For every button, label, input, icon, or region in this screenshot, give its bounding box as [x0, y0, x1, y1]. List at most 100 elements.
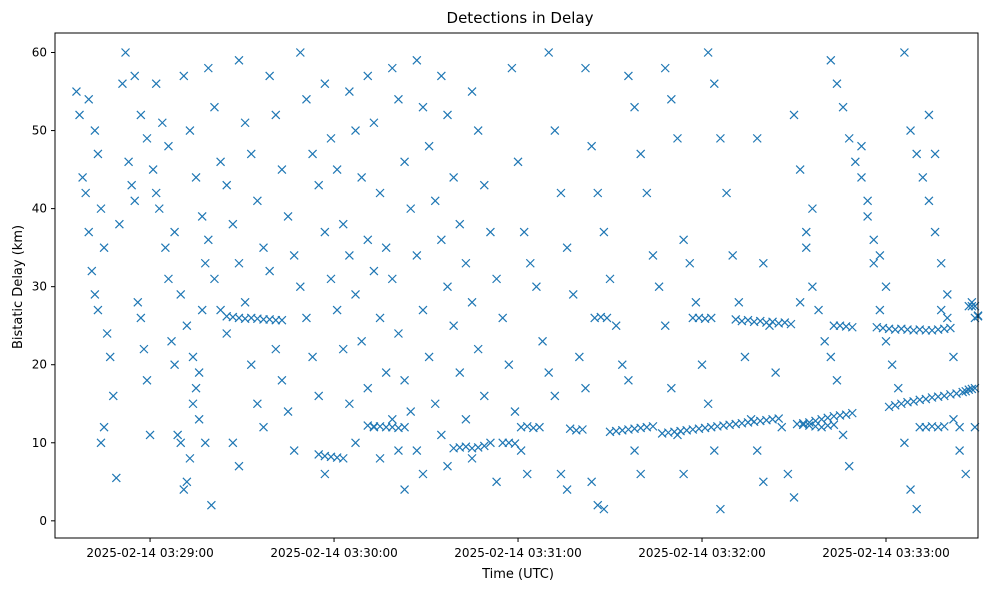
data-point: [277, 315, 287, 325]
data-point: [660, 63, 670, 73]
data-point: [731, 315, 741, 324]
data-point: [955, 422, 965, 432]
data-point: [164, 274, 173, 284]
data-point: [896, 399, 906, 409]
data-point: [200, 258, 210, 268]
data-point: [857, 141, 866, 151]
data-point: [930, 149, 940, 159]
data-point: [786, 319, 796, 329]
data-point: [492, 274, 501, 284]
data-point: [308, 352, 318, 362]
data-point: [961, 469, 971, 479]
data-point: [844, 461, 854, 471]
data-point: [99, 422, 109, 432]
data-point: [176, 438, 186, 448]
data-point: [841, 410, 851, 420]
data-point: [510, 439, 520, 448]
data-point: [369, 118, 379, 128]
data-point: [593, 500, 603, 510]
data-point: [449, 172, 459, 182]
data-point: [320, 227, 330, 237]
y-tick-label: 30: [32, 280, 47, 294]
data-point: [599, 504, 609, 514]
data-point: [823, 413, 833, 423]
data-point: [160, 243, 170, 253]
data-point: [148, 165, 158, 175]
data-point: [801, 243, 811, 253]
x-tick-label: 2025-02-14 03:32:00: [638, 546, 765, 560]
data-point: [228, 438, 238, 448]
data-point: [519, 227, 529, 237]
y-tick-label: 40: [32, 202, 47, 216]
data-point: [338, 344, 348, 354]
data-point: [424, 141, 434, 151]
data-point: [498, 313, 508, 323]
data-point: [357, 336, 367, 346]
data-point: [332, 165, 342, 175]
data-point: [259, 422, 268, 432]
x-tick-label: 2025-02-14 03:29:00: [86, 546, 213, 560]
data-point: [829, 420, 839, 430]
x-axis-label: Time (UTC): [481, 567, 554, 582]
data-point: [544, 368, 554, 377]
data-point: [807, 204, 817, 214]
data-point: [936, 305, 946, 315]
data-point: [99, 243, 109, 253]
data-point: [939, 391, 949, 401]
data-point: [105, 352, 115, 362]
data-point: [578, 425, 587, 434]
data-point: [265, 71, 275, 81]
data-point: [363, 235, 373, 245]
plot-area: [72, 48, 983, 514]
data-point: [899, 48, 909, 57]
data-point: [375, 453, 385, 463]
data-point: [283, 211, 293, 221]
data-point: [666, 94, 676, 104]
data-point: [752, 446, 762, 456]
data-point: [801, 227, 811, 237]
data-point: [789, 492, 799, 502]
data-point: [673, 133, 682, 143]
data-point: [381, 368, 391, 377]
data-point: [758, 258, 768, 268]
data-point: [479, 391, 489, 401]
data-point: [777, 422, 787, 432]
data-point: [387, 274, 397, 284]
data-point: [955, 446, 965, 456]
data-point: [302, 313, 311, 323]
data-point: [706, 313, 716, 323]
data-point: [832, 375, 842, 385]
data-point: [436, 235, 446, 245]
data-point: [930, 227, 940, 237]
data-point: [111, 473, 121, 483]
data-point: [461, 414, 471, 424]
data-point: [479, 441, 489, 451]
data-point: [185, 126, 195, 135]
data-point: [826, 55, 836, 65]
data-point: [473, 344, 483, 354]
data-point: [394, 446, 403, 456]
data-point: [789, 110, 799, 120]
data-point: [504, 360, 514, 370]
data-point: [893, 383, 903, 393]
data-point: [351, 290, 360, 299]
data-point: [118, 79, 127, 89]
data-point: [170, 227, 180, 237]
data-point: [467, 297, 477, 307]
data-point: [271, 110, 281, 120]
data-point: [295, 282, 305, 292]
data-point: [945, 323, 955, 333]
data-point: [87, 266, 97, 276]
data-point: [924, 110, 934, 120]
data-point: [936, 258, 946, 268]
data-point: [630, 446, 639, 456]
data-point: [157, 118, 167, 128]
data-point: [602, 313, 612, 323]
y-tick-label: 0: [39, 514, 47, 528]
data-point: [881, 282, 891, 292]
data-point: [102, 329, 112, 338]
data-point: [179, 485, 189, 495]
data-point: [240, 297, 250, 307]
data-point: [78, 172, 88, 182]
